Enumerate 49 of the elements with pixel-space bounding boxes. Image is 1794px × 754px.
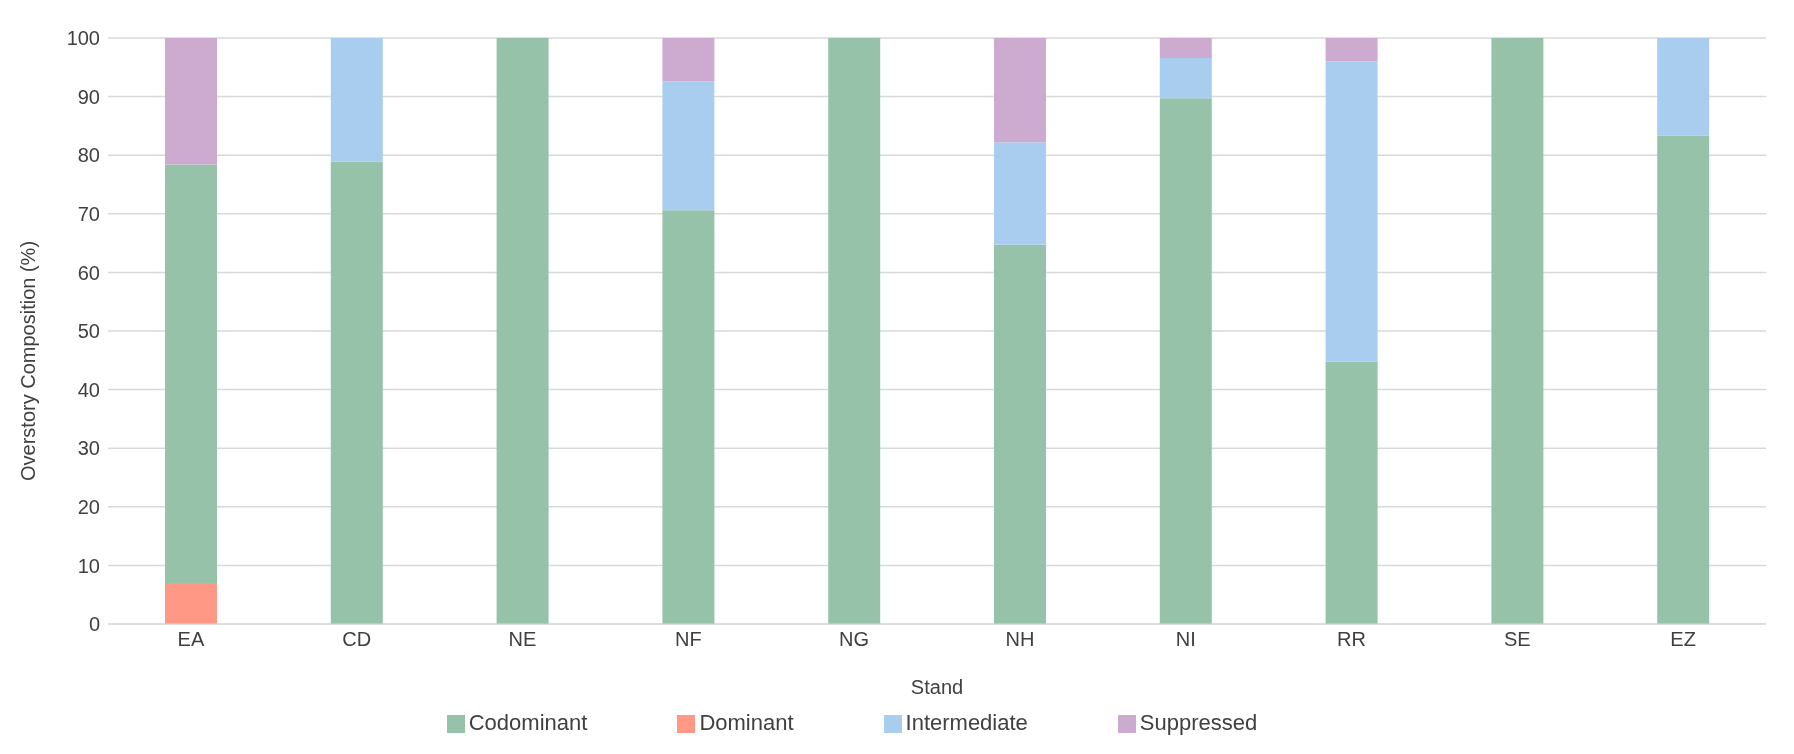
bar (994, 244, 1046, 624)
bar (165, 38, 217, 165)
legend-label: Dominant (699, 710, 794, 735)
x-axis-title: Stand (910, 676, 964, 698)
bar (662, 38, 715, 82)
x-tick-label: RR (1337, 628, 1366, 651)
bar (165, 582, 217, 624)
x-tick-label: SE (1503, 628, 1531, 651)
x-tick-label: NG (839, 628, 870, 651)
bar (330, 38, 383, 162)
y-tick-label: 20 (77, 495, 100, 518)
bar (662, 81, 715, 211)
bar (1657, 38, 1710, 136)
legend-label: Intermediate (905, 710, 1028, 735)
x-tick-label: NF (674, 628, 702, 651)
bar (994, 38, 1046, 143)
y-tick-label: 90 (77, 85, 100, 108)
y-tick-label: 30 (77, 437, 100, 460)
y-tick-label: 0 (88, 613, 100, 636)
bar (330, 161, 383, 624)
x-tick-label: NI (1175, 628, 1196, 651)
y-tick-label: 60 (77, 261, 100, 284)
bar (994, 142, 1046, 245)
bar (496, 38, 549, 624)
bar (1159, 38, 1212, 58)
x-tick-label: NE (508, 628, 537, 651)
x-tick-label: EA (177, 628, 205, 651)
y-tick-label: 70 (77, 202, 100, 225)
legend-label: Suppressed (1139, 710, 1258, 735)
y-axis-title: Overstory Composition (%) (17, 240, 40, 481)
legend-label: Codominant (468, 710, 588, 735)
bar (1491, 38, 1544, 624)
bar (1325, 61, 1378, 362)
bar (165, 164, 217, 583)
bar (1159, 98, 1212, 624)
y-tick-label: 100 (66, 27, 100, 50)
y-tick-label: 80 (77, 144, 100, 167)
bar (662, 210, 715, 624)
bar (1325, 361, 1378, 624)
bar (1159, 57, 1212, 99)
bar (1657, 135, 1710, 624)
x-tick-label: CD (342, 628, 372, 651)
y-tick-label: 40 (77, 378, 100, 401)
bar (1325, 38, 1378, 62)
y-tick-label: 10 (77, 554, 100, 577)
x-tick-label: EZ (1670, 628, 1696, 651)
x-tick-label: NH (1005, 628, 1035, 651)
bar (828, 38, 881, 624)
y-tick-label: 50 (77, 320, 100, 343)
